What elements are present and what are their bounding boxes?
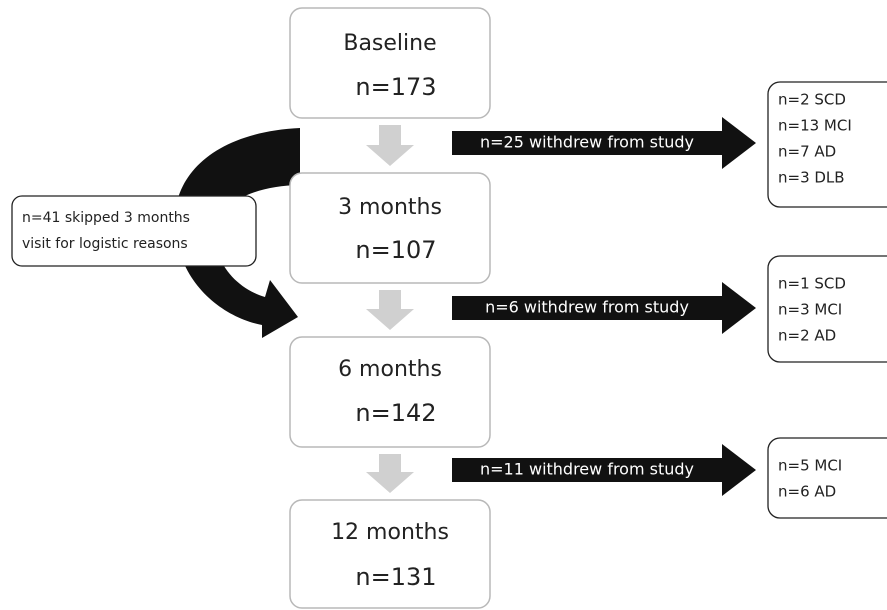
detail-line: n=3 DLB <box>778 169 845 187</box>
detail-line: n=2 SCD <box>778 91 846 109</box>
stage-title: 3 months <box>338 195 442 220</box>
detail-box <box>767 255 887 363</box>
withdraw-label: n=6 withdrew from study <box>485 298 689 317</box>
withdraw-arrow <box>452 117 756 169</box>
stage-title: 6 months <box>338 357 442 382</box>
stage-count: n=142 <box>355 399 436 427</box>
withdraw-label: n=25 withdrew from study <box>480 133 694 152</box>
detail-line: n=1 SCD <box>778 275 846 293</box>
stage-box <box>289 7 491 119</box>
stage-box <box>289 499 491 609</box>
withdraw-arrow <box>452 444 756 496</box>
detail-line: n=7 AD <box>778 143 836 161</box>
detail-line: n=3 MCI <box>778 301 842 319</box>
note-line: visit for logistic reasons <box>22 236 188 252</box>
down-arrow <box>366 125 414 166</box>
detail-box <box>767 437 887 519</box>
withdraw-label: n=11 withdrew from study <box>480 460 694 479</box>
stage-count: n=173 <box>355 73 436 101</box>
note-box <box>11 195 257 267</box>
down-arrow <box>366 290 414 330</box>
detail-line: n=2 AD <box>778 327 836 345</box>
withdraw-arrow <box>452 282 756 334</box>
stage-box <box>289 172 491 284</box>
skip-arrow <box>174 128 300 338</box>
detail-line: n=5 MCI <box>778 457 842 475</box>
detail-box <box>767 81 887 208</box>
detail-line: n=13 MCI <box>778 117 852 135</box>
detail-line: n=6 AD <box>778 483 836 501</box>
note-line: n=41 skipped 3 months <box>22 210 190 226</box>
stage-title: 12 months <box>331 520 449 545</box>
down-arrow <box>366 454 414 493</box>
stage-box <box>289 336 491 448</box>
stage-title: Baseline <box>343 31 436 56</box>
stage-count: n=107 <box>355 236 436 264</box>
stage-count: n=131 <box>355 563 436 591</box>
